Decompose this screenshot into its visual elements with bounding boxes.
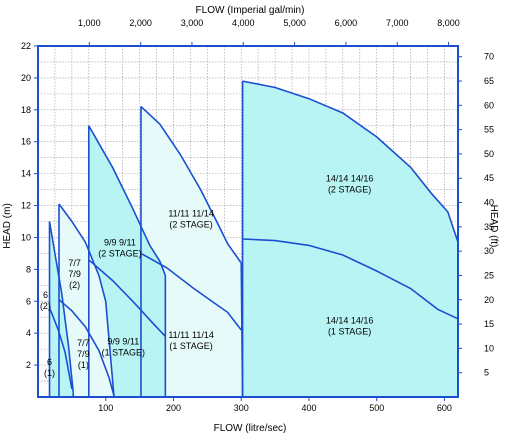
x2-tick-label: 5,000	[283, 18, 306, 28]
x2-tick-label: 7,000	[386, 18, 409, 28]
region-label-9: 6 (1)	[44, 357, 55, 378]
x2-tick-label: 1,000	[78, 18, 101, 28]
x-tick-label: 600	[437, 403, 452, 413]
region-label-3: 11/11 11/14 (1 STAGE)	[168, 330, 214, 351]
region-label-line: 7/9	[68, 269, 81, 279]
series-curve-6	[58, 203, 115, 396]
tick-labels: 100 200 300 400 500 600 2 4 6 8 10 12 14 16 18 20 22 1,00…	[21, 18, 494, 413]
y-tick-label: 8	[26, 264, 31, 274]
region-edge-right	[240, 262, 244, 398]
region-label-line: (1)	[78, 360, 89, 370]
x2-axis-title: FLOW (Imperial gal/min)	[196, 5, 305, 16]
region-label-line: 11/11 11/14	[168, 209, 214, 219]
y2-tick-label: 45	[484, 173, 494, 183]
x2-tick-label: 4,000	[232, 18, 255, 28]
y-tick-label: 18	[21, 105, 31, 115]
area-2	[140, 106, 243, 397]
y-tick-label: 16	[21, 137, 31, 147]
series-areas	[49, 81, 458, 398]
region-label-0: 14/14 14/16 (2 STAGE)	[326, 174, 374, 195]
y2-tick-label: 10	[484, 343, 494, 353]
region-label-line: 11/11 11/14	[168, 330, 214, 340]
y2-tick-label: 25	[484, 270, 494, 280]
y2-tick-label: 65	[484, 76, 494, 86]
y2-tick-label: 35	[484, 222, 494, 232]
y2-tick-label: 15	[484, 319, 494, 329]
y-tick-label: 2	[26, 360, 31, 370]
area-6	[59, 204, 114, 397]
x2-tick-label: 3,000	[181, 18, 204, 28]
region-label-4: 9/9 9/11 (2 STAGE)	[98, 237, 141, 258]
region-label-line: 6	[43, 290, 48, 300]
region-label-line: 6	[47, 357, 52, 367]
axes	[34, 42, 462, 401]
region-label-line: (2)	[40, 301, 51, 311]
series-curve-2	[140, 106, 242, 264]
region-label-line: 14/14 14/16	[326, 316, 374, 326]
x-axis-title: FLOW (litre/sec)	[214, 423, 287, 434]
x-tick-label: 100	[98, 403, 113, 413]
y2-axis-title: HEAD (ft)	[488, 205, 499, 248]
region-label-line: (2 STAGE)	[328, 185, 371, 195]
region-label-8: 6 (2)	[40, 290, 51, 311]
plot-frame	[37, 45, 459, 398]
y2-tick-label: 60	[484, 100, 494, 110]
region-label-line: 9/9 9/11	[104, 237, 136, 247]
x-tick-label: 400	[301, 403, 316, 413]
x-tick-label: 500	[369, 403, 384, 413]
x2-tick-label: 8,000	[437, 18, 460, 28]
y2-tick-label: 50	[484, 149, 494, 159]
x2-tick-label: 6,000	[335, 18, 358, 28]
region-label-line: 7/9	[77, 349, 90, 359]
y2-tick-label: 5	[484, 368, 489, 378]
x2-tick-label: 2,000	[129, 18, 152, 28]
area-0	[242, 81, 458, 397]
area-8	[49, 221, 74, 397]
y-tick-label: 4	[26, 328, 31, 338]
region-labels: 14/14 14/16 (2 STAGE)14/14 14/16 (1 STAGE)…	[40, 174, 373, 378]
y-tick-label: 20	[21, 73, 31, 83]
region-label-6: 7/7 7/9 (2)	[68, 258, 81, 290]
x-tick-label: 300	[234, 403, 249, 413]
region-label-line: (2)	[69, 280, 80, 290]
region-label-2: 11/11 11/14 (2 STAGE)	[168, 209, 214, 230]
region-label-line: 7/7	[68, 258, 81, 268]
region-label-line: 9/9 9/11	[107, 336, 139, 346]
y-axis-title: HEAD (m)	[2, 203, 13, 249]
region-label-1: 14/14 14/16 (1 STAGE)	[326, 316, 374, 337]
y-tick-label: 14	[21, 169, 31, 179]
region-label-line: (1 STAGE)	[169, 341, 212, 351]
region-label-line: (1 STAGE)	[102, 347, 145, 357]
series-curve-3	[140, 252, 242, 331]
region-label-line: 14/14 14/16	[326, 174, 374, 184]
region-label-line: (1 STAGE)	[328, 327, 371, 337]
series-curve-9	[48, 307, 73, 390]
region-label-line: (2 STAGE)	[98, 248, 141, 258]
series-curve-0	[242, 80, 459, 243]
series-curve-7	[58, 299, 115, 396]
y2-tick-label: 20	[484, 295, 494, 305]
region-label-line: (1)	[44, 368, 55, 378]
y2-tick-label: 40	[484, 198, 494, 208]
y2-tick-label: 30	[484, 246, 494, 256]
series-curve-4	[88, 125, 167, 276]
series-curve-8	[48, 221, 74, 393]
y2-tick-label: 55	[484, 125, 494, 135]
region-label-line: 7/7	[77, 338, 90, 348]
y-tick-label: 12	[21, 201, 31, 211]
region-label-5: 9/9 9/11 (1 STAGE)	[102, 336, 145, 357]
region-label-7: 7/7 7/9 (1)	[77, 338, 90, 370]
y-tick-label: 22	[21, 41, 31, 51]
y-tick-label: 10	[21, 232, 31, 242]
series-curve-1	[242, 238, 459, 320]
region-label-line: (2 STAGE)	[169, 220, 212, 230]
series-curve-5	[88, 259, 166, 337]
y2-tick-label: 70	[484, 52, 494, 62]
y-tick-label: 6	[26, 296, 31, 306]
x-tick-label: 200	[166, 403, 181, 413]
